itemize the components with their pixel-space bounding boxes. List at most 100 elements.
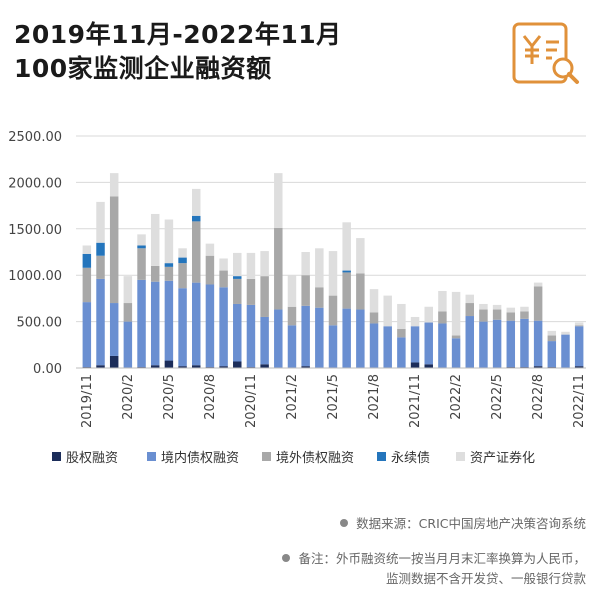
- bar-segment: [424, 306, 433, 323]
- bar-segment: [342, 272, 351, 309]
- bar-segment: [233, 303, 242, 362]
- bar-segment: [150, 213, 160, 266]
- bar-segment: [547, 335, 557, 342]
- y-tick-label: 500.00: [17, 316, 63, 331]
- page-title: 2019年11月-2022年11月 100家监测企业融资额: [14, 18, 342, 86]
- bar-segment: [561, 334, 570, 368]
- bar-segment: [533, 320, 543, 367]
- bar-segment: [451, 335, 461, 339]
- bar-segment: [150, 281, 160, 366]
- bar-segment: [178, 248, 187, 258]
- bar-segment: [287, 325, 297, 368]
- bar-segment: [492, 304, 502, 310]
- bar-segment: [260, 276, 269, 317]
- y-tick-label: 1500.00: [8, 223, 62, 238]
- bar-segment: [287, 275, 297, 307]
- bar-segment: [451, 291, 461, 336]
- bar-segment: [301, 275, 310, 306]
- bar-segment: [301, 305, 310, 367]
- bar-segment: [547, 341, 557, 368]
- bar-segment: [192, 215, 201, 222]
- bar-segment: [506, 307, 516, 313]
- bar-segment: [219, 366, 228, 368]
- bar-segment: [410, 316, 420, 327]
- bar-segment: [520, 318, 529, 368]
- bar-segment: [96, 255, 105, 279]
- y-tick-label: 2500.00: [8, 130, 62, 145]
- bar-segment: [533, 366, 543, 368]
- bar-segment: [369, 323, 379, 368]
- bar-segment: [315, 307, 324, 368]
- bar-segment: [533, 282, 543, 287]
- yuan-document-magnifier-icon: [512, 22, 579, 84]
- title-line-1: 2019年11月-2022年11月: [14, 20, 342, 49]
- bar-segment: [301, 366, 310, 368]
- bar-segment: [465, 303, 474, 317]
- bar-segment: [219, 258, 228, 271]
- bar-segment: [96, 201, 105, 243]
- bar-segment: [424, 364, 433, 368]
- x-tick-label: 2022/8: [531, 374, 546, 420]
- bar-segment: [397, 303, 406, 330]
- y-tick-label: 1000.00: [8, 269, 62, 284]
- bar-segment: [328, 251, 338, 296]
- bar-segment: [397, 337, 406, 368]
- bar-segment: [219, 270, 228, 288]
- bar-segment: [492, 309, 502, 320]
- bar-segment: [369, 289, 379, 313]
- x-tick-label: 2020/2: [121, 374, 136, 420]
- bar-segment: [492, 319, 502, 368]
- bar-segment: [301, 252, 310, 276]
- legend-swatch: [262, 452, 271, 461]
- legend-swatch: [456, 452, 465, 461]
- bar-segment: [369, 312, 379, 324]
- bar-segment: [506, 312, 516, 321]
- bar-segment: [520, 306, 529, 312]
- bar-segment: [342, 308, 351, 368]
- bar-segment: [219, 287, 228, 367]
- bar-segment: [233, 252, 242, 277]
- bar-segment: [109, 196, 119, 304]
- bar-segment: [82, 302, 92, 368]
- bar-segment: [96, 278, 105, 366]
- bar-segment: [137, 234, 146, 246]
- bar-segment: [233, 276, 242, 279]
- bar-segment: [164, 263, 174, 267]
- bar-segment: [260, 316, 269, 365]
- data-source: 数据来源：CRIC中国房地产决策咨询系统: [340, 515, 586, 533]
- note-text-line-1: 备注：外币融资统一按当月月末汇率换算为人民币，: [298, 551, 586, 566]
- bar-segment: [150, 365, 160, 368]
- bar-segment: [192, 365, 201, 368]
- bar-segment: [424, 322, 433, 365]
- bar-segment: [260, 251, 269, 277]
- bar-segment: [137, 245, 146, 249]
- bar-segment: [479, 309, 488, 322]
- bar-segment: [383, 295, 392, 327]
- bar-segment: [315, 248, 324, 288]
- bar-segment: [356, 238, 365, 274]
- bar-segment: [547, 330, 557, 336]
- legend-label: 境外债权融资: [276, 450, 354, 466]
- legend-label: 股权融资: [66, 450, 118, 466]
- x-tick-label: 2022/11: [572, 374, 587, 428]
- legend-label: 永续债: [391, 451, 430, 466]
- x-tick-label: 2019/11: [80, 374, 95, 428]
- bar-segment: [465, 316, 474, 368]
- bar-segment: [438, 290, 447, 312]
- bar-segment: [274, 173, 283, 228]
- bar-segment: [192, 188, 201, 216]
- bar-segment: [137, 279, 146, 368]
- bar-segment: [410, 362, 420, 368]
- bar-segment: [506, 320, 516, 368]
- x-tick-label: 2020/8: [203, 374, 218, 420]
- bar-segment: [164, 219, 174, 264]
- x-tick-label: 2020/11: [244, 374, 259, 428]
- legend-swatch: [147, 452, 156, 461]
- bar-segment: [96, 365, 105, 368]
- bar-segment: [520, 311, 529, 319]
- bar-segment: [246, 304, 256, 368]
- note-text-line-2: 监测数据不含开发贷、一般银行贷款: [385, 571, 586, 586]
- x-tick-label: 2021/8: [367, 374, 382, 420]
- bar-segment: [274, 227, 283, 310]
- bar-segment: [479, 321, 488, 368]
